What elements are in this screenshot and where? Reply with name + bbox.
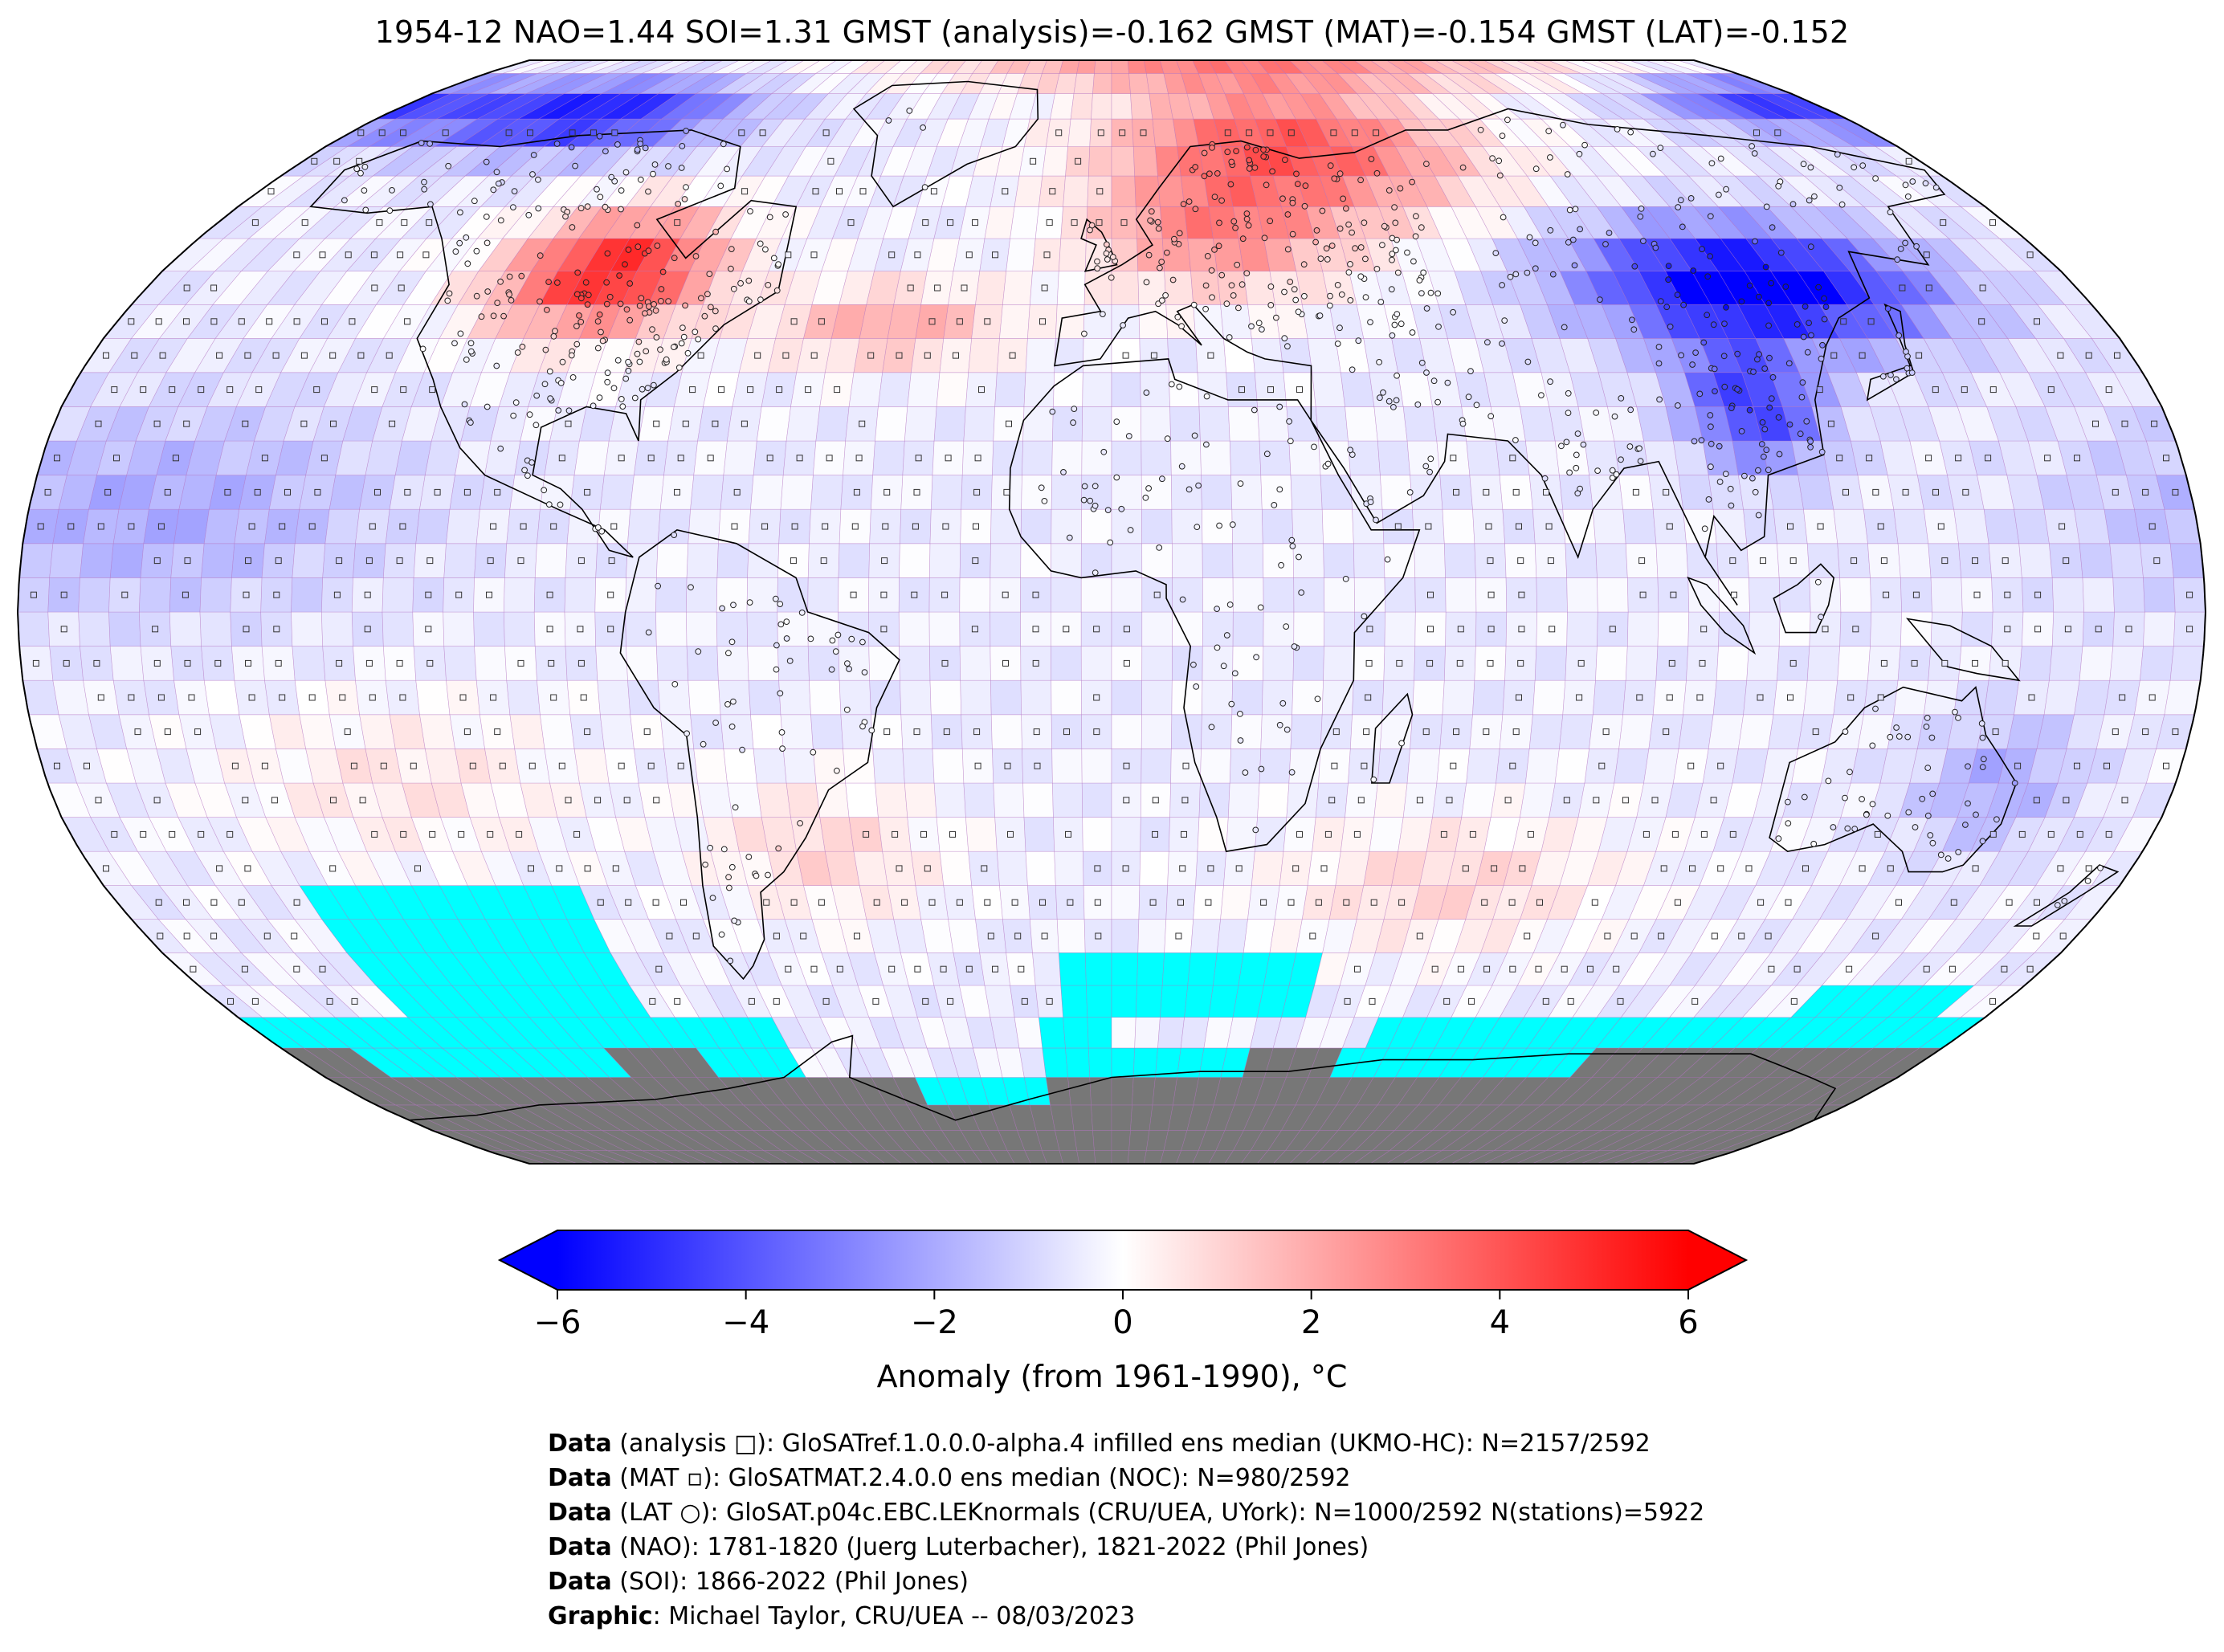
colorbar-tick-label: −2: [910, 1304, 958, 1341]
credits: Data (analysis □): GloSATref.1.0.0.0-alp…: [548, 1426, 1704, 1634]
colorbar-tick-label: 6: [1678, 1304, 1699, 1341]
credit-label: Data: [548, 1499, 612, 1527]
credit-text: : Michael Taylor, CRU/UEA -- 08/03/2023: [652, 1602, 1136, 1630]
colorbar-body: [557, 1230, 1688, 1290]
credit-label: Data: [548, 1533, 612, 1561]
colorbar-tick-label: −4: [722, 1304, 770, 1341]
credit-label: Graphic: [548, 1602, 653, 1630]
page-title: 1954-12 NAO=1.44 SOI=1.31 GMST (analysis…: [374, 14, 1850, 50]
colorbar-tick-label: 0: [1112, 1304, 1133, 1341]
anomaly-grid-cells: [18, 60, 2206, 1164]
credit-text: (analysis □): GloSATref.1.0.0.0-alpha.4 …: [611, 1430, 1651, 1458]
credit-text: (SOI): 1866-2022 (Phil Jones): [611, 1568, 969, 1596]
credit-label: Data: [548, 1464, 612, 1492]
colorbar-tick-label: −6: [533, 1304, 582, 1341]
credit-line: Data (NAO): 1781-1820 (Juerg Luterbacher…: [548, 1530, 1704, 1564]
credit-line: Data (MAT ▫): GloSATMAT.2.4.0.0 ens medi…: [548, 1461, 1704, 1495]
credit-text: (LAT ○): GloSAT.p04c.EBC.LEKnormals (CRU…: [611, 1499, 1705, 1527]
credit-text: (NAO): 1781-1820 (Juerg Luterbacher), 18…: [611, 1533, 1369, 1561]
anomaly-map: [16, 59, 2207, 1165]
colorbar-label: Anomaly (from 1961-1990), °C: [876, 1359, 1348, 1394]
credit-line: Graphic: Michael Taylor, CRU/UEA -- 08/0…: [548, 1599, 1704, 1634]
credit-line: Data (SOI): 1866-2022 (Phil Jones): [548, 1564, 1704, 1599]
colorbar-extend-low: [500, 1230, 557, 1290]
credit-label: Data: [548, 1430, 612, 1458]
credit-line: Data (analysis □): GloSATref.1.0.0.0-alp…: [548, 1426, 1704, 1461]
credit-text: (MAT ▫): GloSATMAT.2.4.0.0 ens median (N…: [611, 1464, 1351, 1492]
colorbar-extend-high: [1688, 1230, 1746, 1290]
credit-line: Data (LAT ○): GloSAT.p04c.EBC.LEKnormals…: [548, 1495, 1704, 1530]
colorbar: [497, 1230, 1749, 1299]
colorbar-tick-label: 2: [1300, 1304, 1322, 1341]
colorbar-tick-label: 4: [1489, 1304, 1511, 1341]
colorbar-ticks: [557, 1290, 1689, 1299]
credit-label: Data: [548, 1568, 612, 1596]
